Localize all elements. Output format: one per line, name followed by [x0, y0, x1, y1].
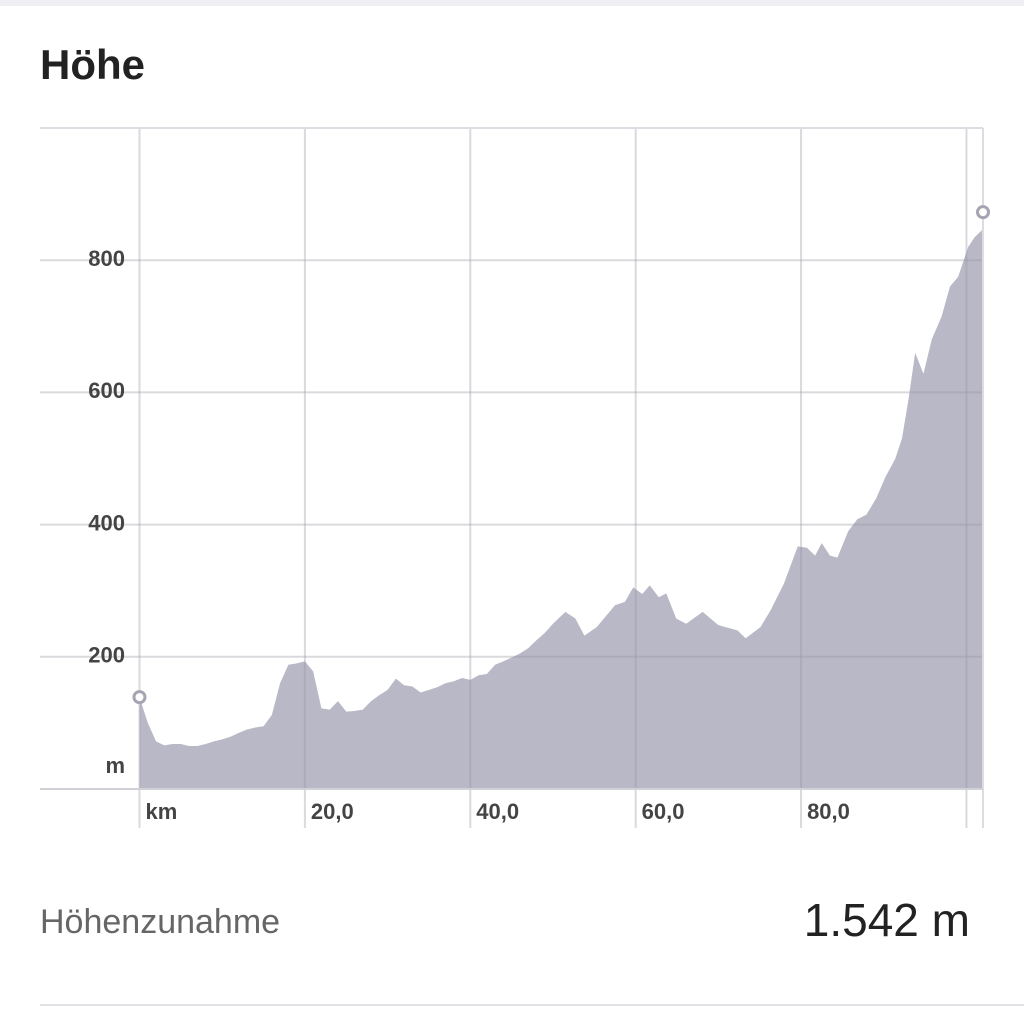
x-tick-label: 60,0: [642, 799, 685, 824]
y-tick-label: 200: [88, 643, 125, 668]
title: Höhe: [40, 41, 145, 88]
x-tick-label: 20,0: [311, 799, 354, 824]
y-tick-label: 800: [88, 246, 125, 271]
y-tick-label: 600: [88, 378, 125, 403]
elevation-area: [139, 229, 983, 789]
stat-label: Höhenzunahme: [40, 903, 280, 941]
stat-value: 1.542 m: [804, 894, 970, 946]
x-tick-label: km: [146, 799, 178, 824]
y-tick-label: 400: [88, 510, 125, 535]
x-tick-label: 80,0: [807, 799, 850, 824]
endpoint-marker: [132, 690, 147, 705]
top-bar: [0, 0, 1024, 6]
y-tick-label: m: [105, 753, 125, 778]
endpoint-marker: [976, 205, 990, 220]
x-tick-label: 40,0: [476, 799, 519, 824]
